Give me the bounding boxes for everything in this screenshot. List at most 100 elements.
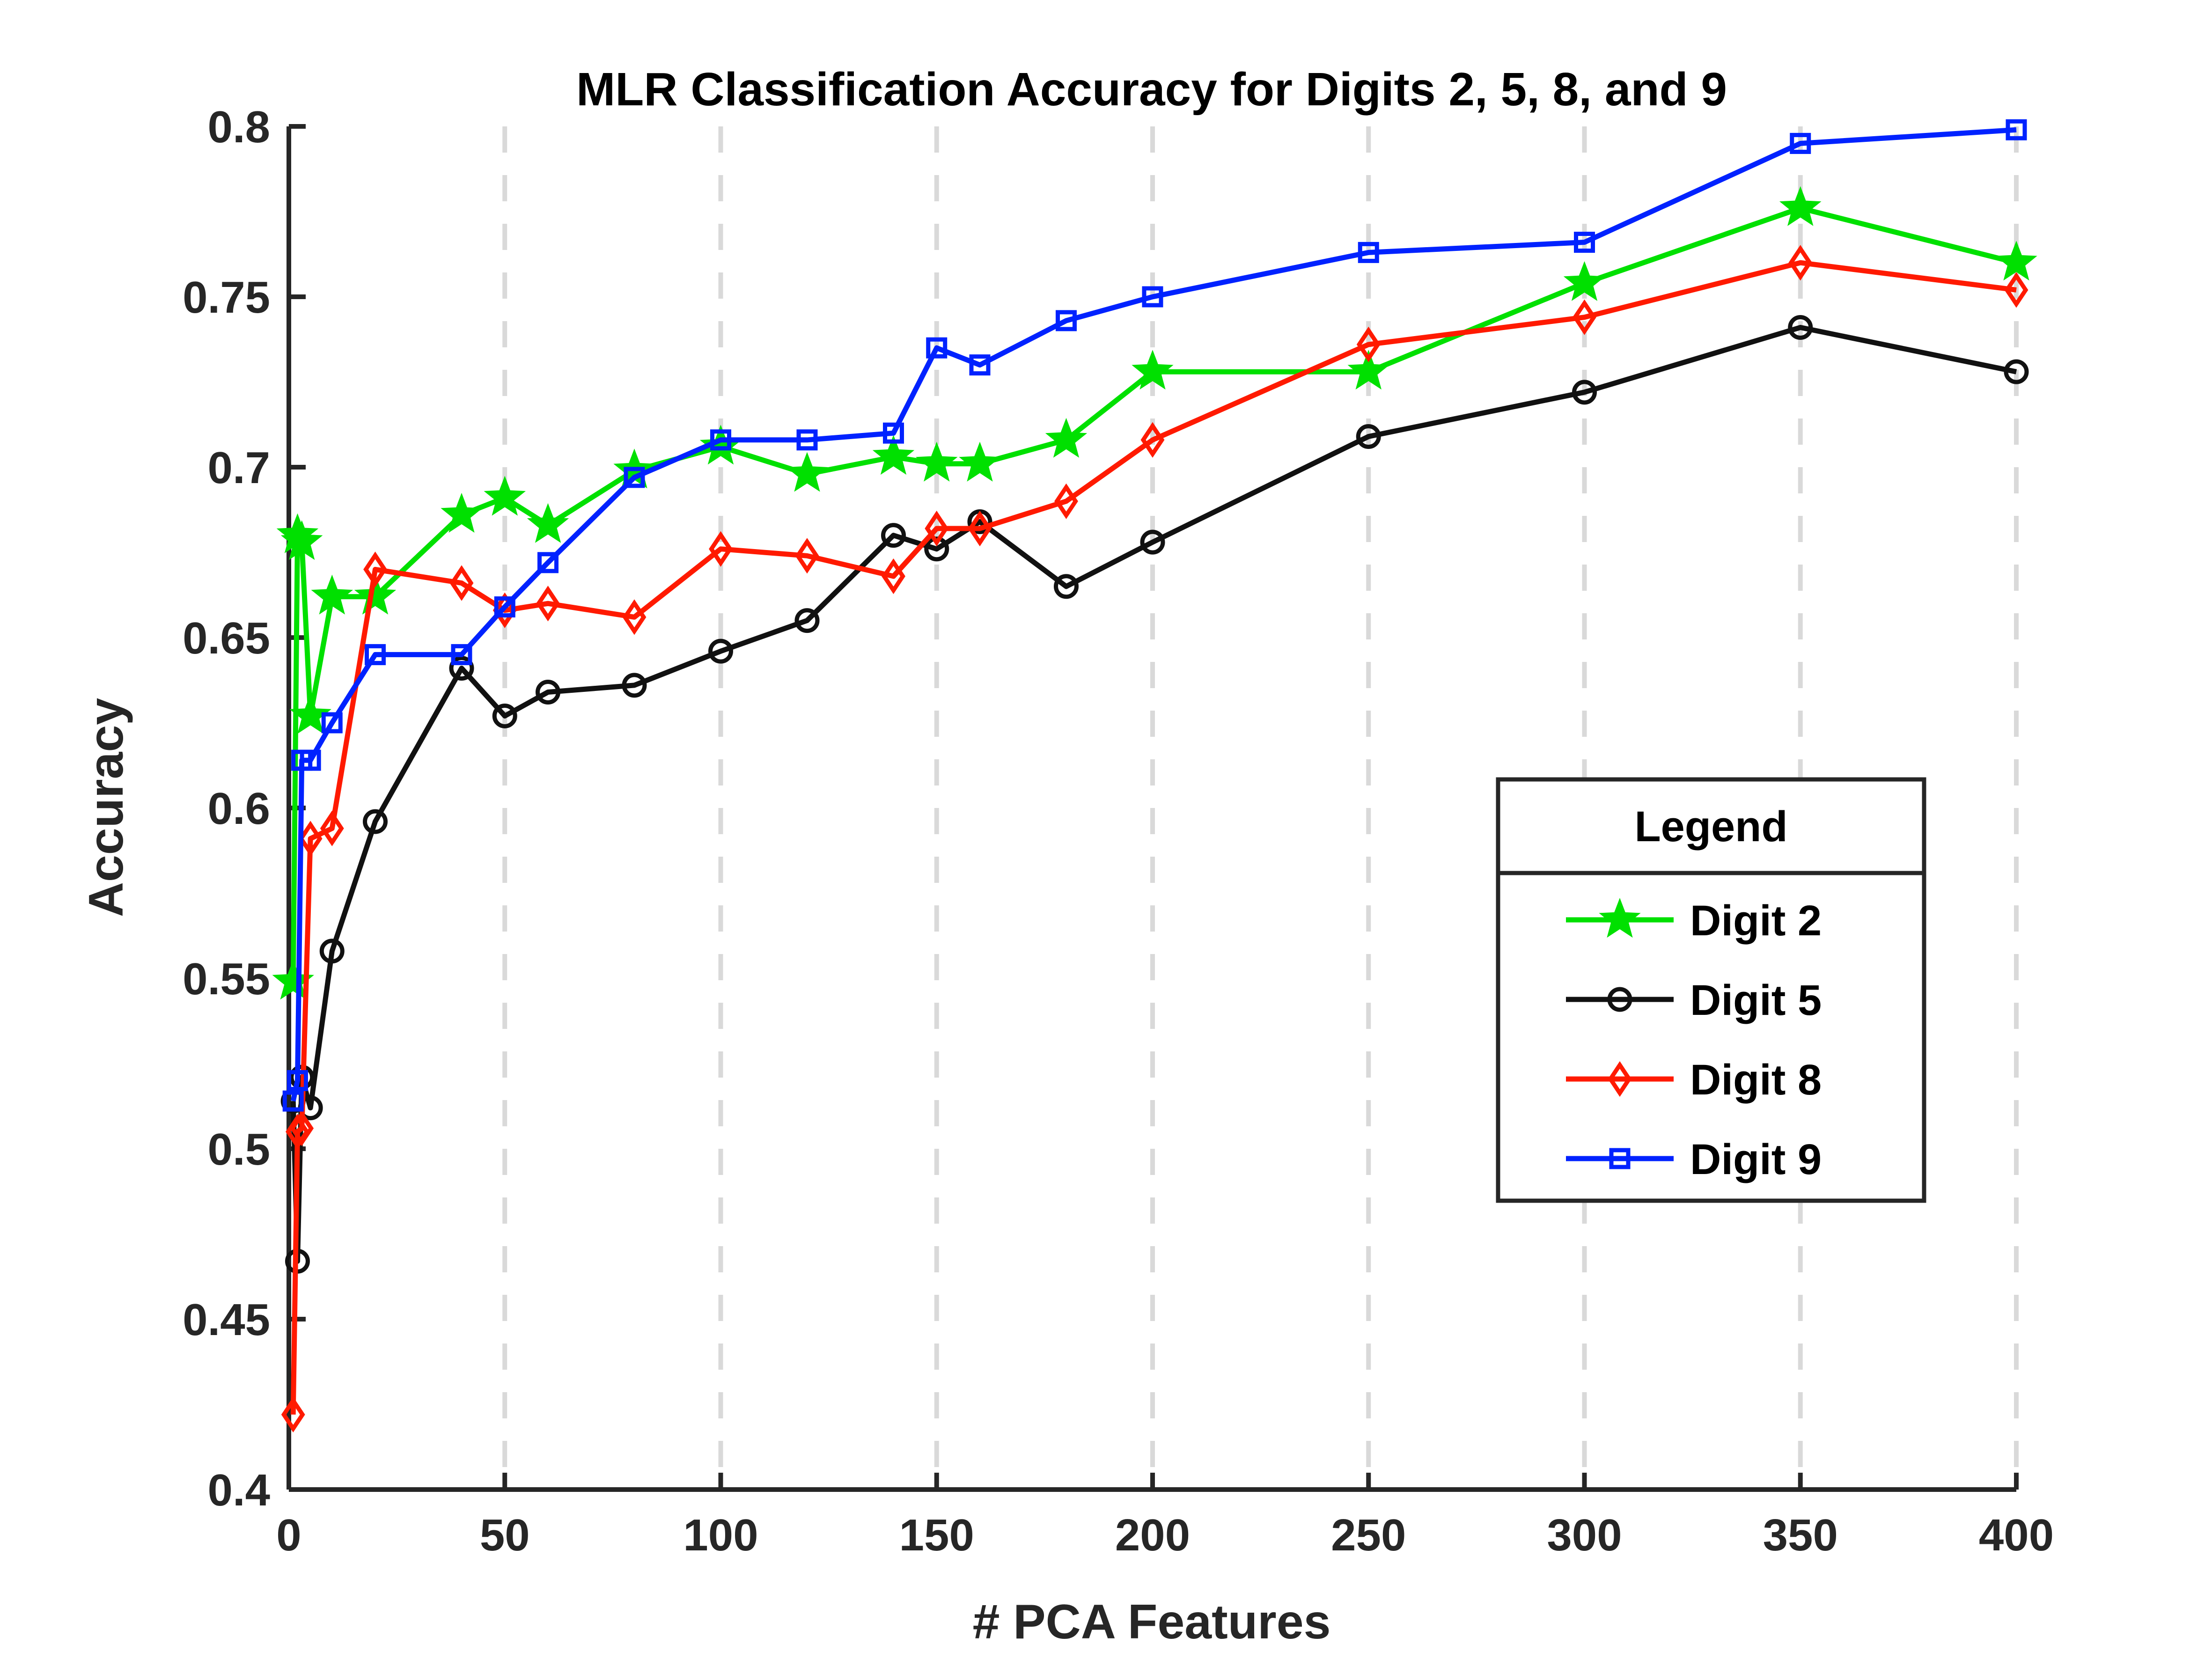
data-point-0-7 — [484, 476, 526, 516]
data-point-2-17 — [1356, 326, 1381, 363]
data-point-1-8 — [536, 679, 560, 705]
data-point-2-8 — [536, 586, 560, 622]
series-3 — [282, 119, 2027, 1112]
data-point-1-6 — [449, 656, 474, 681]
data-point-2-4 — [320, 810, 344, 846]
data-point-3-10 — [710, 429, 731, 451]
y-axis-label: Accuracy — [79, 698, 133, 917]
x-tick-label-4: 200 — [1115, 1510, 1190, 1560]
data-point-0-19 — [1779, 186, 1822, 226]
x-axis-ticks: 0 50 100 150 200 250 300 350 400 — [276, 1473, 2054, 1560]
legend-label-0: Digit 2 — [1690, 897, 1822, 945]
data-point-2-3 — [298, 821, 323, 857]
data-point-2-19 — [1788, 245, 1813, 281]
x-tick-label-6: 300 — [1547, 1510, 1622, 1560]
legend-marker-2 — [1608, 1061, 1632, 1097]
data-point-1-15 — [1054, 574, 1079, 599]
data-point-0-17 — [1347, 350, 1389, 390]
data-point-2-11 — [795, 538, 819, 574]
data-point-1-13 — [924, 536, 949, 562]
x-tick-label-1: 50 — [480, 1510, 530, 1560]
data-point-1-18 — [1572, 380, 1597, 405]
data-point-3-19 — [1790, 132, 1811, 154]
data-point-3-1 — [287, 1070, 308, 1091]
series-lines — [272, 119, 2037, 1432]
data-point-0-16 — [1132, 350, 1174, 390]
y-tick-label-4: 0.6 — [208, 784, 270, 834]
data-point-1-5 — [363, 809, 388, 834]
legend-marker-3 — [1609, 1148, 1631, 1169]
data-point-2-13 — [925, 510, 949, 547]
y-tick-label-7: 0.75 — [183, 272, 270, 323]
y-tick-label-3: 0.55 — [183, 954, 270, 1004]
x-tick-label-8: 400 — [1979, 1510, 2054, 1560]
legend-entry-2: Digit 8 — [1566, 1056, 1822, 1104]
data-point-0-3 — [289, 694, 331, 734]
data-point-2-7 — [492, 592, 517, 628]
legend-entry-0: Digit 2 — [1566, 897, 1822, 945]
data-point-3-14 — [969, 354, 991, 376]
y-tick-label-5: 0.65 — [183, 613, 270, 663]
data-point-1-9 — [622, 673, 647, 698]
data-point-2-15 — [1054, 483, 1078, 519]
data-point-3-15 — [1056, 310, 1077, 331]
data-point-2-10 — [709, 531, 733, 567]
data-point-3-0 — [282, 1090, 304, 1112]
data-point-2-2 — [290, 1110, 314, 1146]
data-point-3-5 — [365, 644, 386, 665]
data-point-3-8 — [537, 552, 559, 573]
data-point-3-6 — [451, 644, 472, 665]
x-tick-label-5: 250 — [1331, 1510, 1406, 1560]
x-tick-label-2: 100 — [683, 1510, 758, 1560]
data-point-0-6 — [441, 492, 483, 533]
x-tick-label-0: 0 — [276, 1510, 301, 1560]
x-axis-label: # PCA Features — [973, 1595, 1331, 1649]
data-point-1-16 — [1140, 529, 1165, 555]
legend-box — [1496, 777, 1926, 1203]
data-point-2-5 — [363, 551, 387, 587]
legend-label-1: Digit 5 — [1690, 976, 1822, 1024]
data-point-0-15 — [1045, 418, 1088, 458]
data-point-0-11 — [786, 452, 828, 492]
legend-entry-3: Digit 9 — [1566, 1136, 1822, 1183]
y-tick-label-8: 0.8 — [208, 102, 270, 152]
data-point-3-9 — [624, 467, 645, 488]
data-point-2-9 — [622, 599, 647, 635]
y-tick-label-2: 0.5 — [208, 1124, 270, 1175]
data-point-3-16 — [1142, 286, 1163, 308]
data-point-0-18 — [1563, 261, 1606, 301]
chart-title: MLR Classification Accuracy for Digits 2… — [576, 63, 1727, 116]
data-point-2-18 — [1573, 299, 1596, 335]
data-point-3-3 — [300, 749, 321, 771]
series-line-1 — [290, 325, 2017, 1264]
data-point-0-20 — [1995, 241, 2037, 281]
data-point-1-11 — [794, 608, 820, 633]
legend: Legend Digit 2 Digit 5 Digit 8 Digit 9 — [1496, 777, 1926, 1203]
data-point-1-4 — [319, 939, 345, 964]
y-axis-ticks: 0.4 0.45 0.5 0.55 0.6 0.65 0.7 0.75 0.8 — [183, 102, 306, 1515]
data-point-3-13 — [926, 337, 948, 359]
data-point-3-18 — [1574, 232, 1595, 253]
data-point-3-20 — [2006, 119, 2027, 140]
data-point-0-13 — [916, 441, 958, 482]
data-point-1-10 — [708, 639, 733, 664]
data-point-3-11 — [796, 429, 818, 451]
legend-title: Legend — [1634, 803, 1787, 851]
data-point-1-12 — [881, 523, 906, 548]
legend-entries: Digit 2 Digit 5 Digit 8 Digit 9 — [1566, 897, 1822, 1183]
data-point-1-7 — [492, 703, 517, 728]
series-2 — [281, 245, 2028, 1432]
legend-label-3: Digit 9 — [1690, 1136, 1822, 1183]
legend-label-2: Digit 8 — [1690, 1056, 1822, 1104]
data-point-3-12 — [883, 422, 904, 444]
data-point-2-20 — [2004, 272, 2028, 308]
data-point-0-4 — [311, 574, 353, 615]
legend-entry-1: Digit 5 — [1566, 976, 1822, 1024]
data-point-0-2 — [280, 520, 323, 560]
data-point-0-12 — [872, 435, 915, 475]
data-point-1-19 — [1788, 315, 1813, 340]
y-tick-label-0: 0.4 — [208, 1465, 270, 1515]
data-point-2-14 — [968, 510, 992, 547]
data-point-2-12 — [882, 558, 905, 595]
